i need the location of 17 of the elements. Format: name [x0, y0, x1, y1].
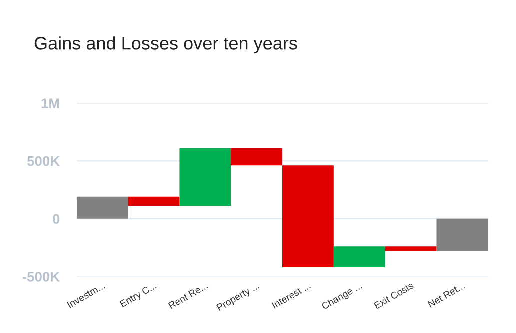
bar	[180, 148, 232, 206]
bar	[436, 218, 488, 252]
bar	[282, 166, 334, 268]
y-tick-label: 0	[53, 214, 60, 224]
x-tick-label: Entry C...	[120, 282, 158, 310]
y-tick-label: -500K	[22, 272, 60, 282]
chart-title: Gains and Losses over ten years	[34, 36, 298, 54]
y-tick-label: 1M	[42, 98, 60, 108]
bar	[231, 148, 283, 166]
x-tick-label: Exit Costs	[374, 282, 414, 310]
bar	[334, 246, 386, 268]
bar	[128, 196, 180, 206]
y-tick-label: 500K	[27, 156, 60, 166]
bar	[385, 246, 437, 252]
bar	[76, 196, 128, 219]
x-tick-label: Net Ret...	[428, 282, 466, 308]
x-tick-label: Rent Re...	[168, 282, 208, 310]
